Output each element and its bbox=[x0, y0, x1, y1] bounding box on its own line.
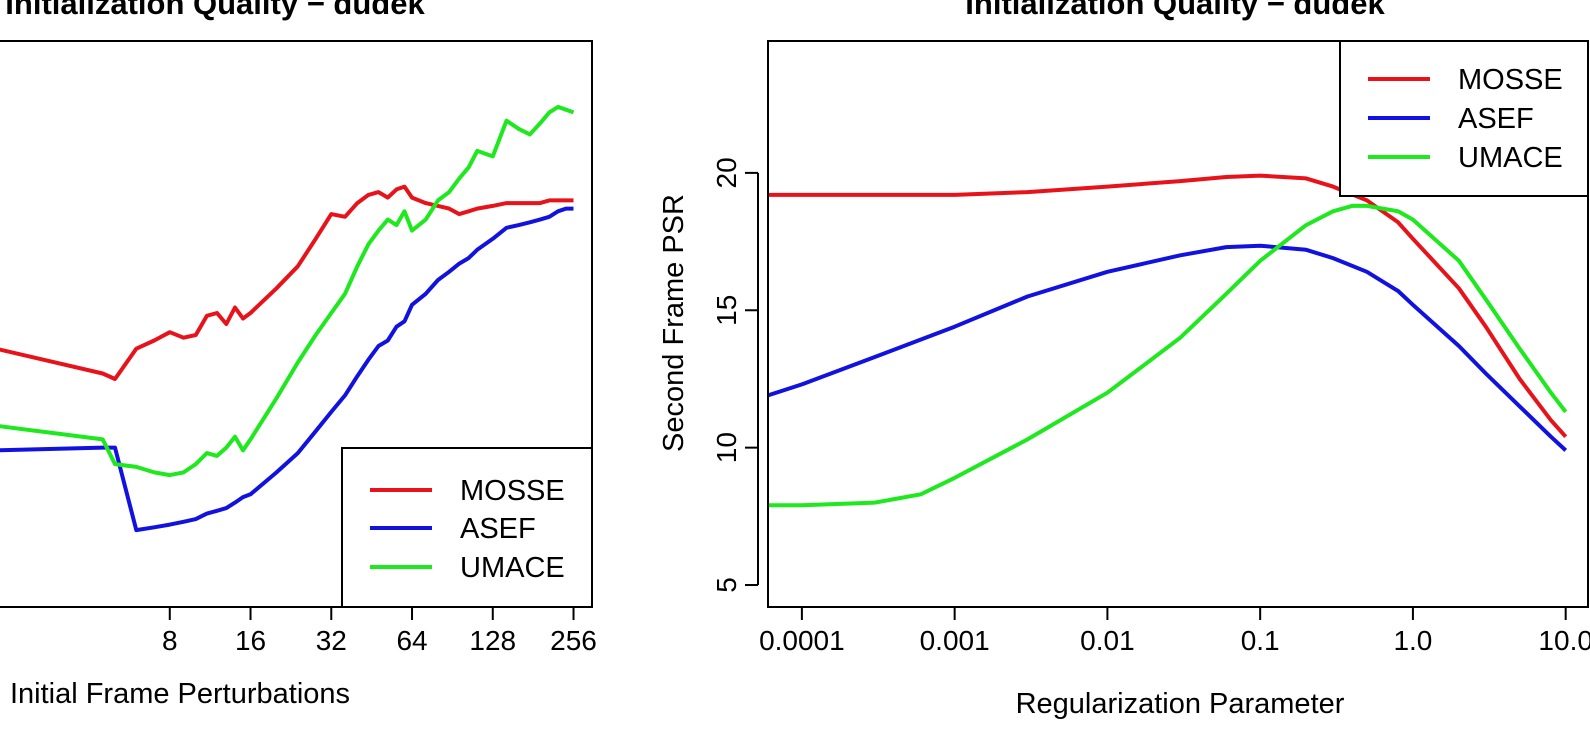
right-legend: MOSSE ASEF UMACE bbox=[1339, 40, 1589, 197]
x-tick-label: 0.1 bbox=[1241, 625, 1280, 656]
y-tick-label: 20 bbox=[711, 157, 742, 188]
legend-label-asef: ASEF bbox=[460, 513, 536, 545]
x-tick-label: 32 bbox=[316, 625, 347, 656]
y-tick-label: 15 bbox=[711, 295, 742, 326]
legend-label-mosse: MOSSE bbox=[1458, 64, 1563, 96]
left-panel: Initialization Quality − dudek Initial F… bbox=[0, 0, 597, 710]
x-tick-label: 0.01 bbox=[1080, 625, 1135, 656]
x-tick-label: 128 bbox=[469, 625, 516, 656]
series-line-asef bbox=[0, 206, 574, 533]
legend-label-asef: ASEF bbox=[1458, 103, 1534, 135]
series-line-mosse bbox=[0, 184, 574, 381]
right-y-axis-label: Second Frame PSR bbox=[658, 194, 690, 452]
x-tick-label: 10.0 bbox=[1538, 625, 1590, 656]
legend-label-mosse: MOSSE bbox=[460, 475, 565, 507]
right-chart-title: Initialization Quality − dudek bbox=[965, 0, 1385, 21]
series-line-umace bbox=[0, 104, 575, 478]
x-tick-label: 1.0 bbox=[1393, 625, 1432, 656]
x-tick-label: 8 bbox=[162, 625, 178, 656]
left-plot-frame bbox=[0, 40, 593, 608]
x-tick-label: 0.001 bbox=[920, 625, 990, 656]
y-tick-label: 5 bbox=[711, 577, 742, 593]
series-line-mosse bbox=[768, 173, 1568, 439]
x-tick-label: 64 bbox=[396, 625, 427, 656]
y-tick-label: 10 bbox=[711, 432, 742, 463]
right-x-axis-label: Regularization Parameter bbox=[1016, 688, 1345, 720]
x-tick-label: 256 bbox=[550, 625, 597, 656]
left-plot-lines bbox=[0, 104, 575, 533]
right-ticks: 0.0001 0.001 0.01 0.1 1.0 10.0 5 10 15 20 bbox=[711, 157, 1590, 656]
left-x-axis-label: Initial Frame Perturbations bbox=[10, 678, 350, 710]
x-tick-label: 0.0001 bbox=[759, 625, 845, 656]
right-panel: Initialization Quality − dudek Regulariz… bbox=[658, 0, 1590, 720]
right-plot-frame bbox=[767, 40, 1589, 608]
legend-label-umace: UMACE bbox=[460, 552, 565, 584]
x-tick-label: 16 bbox=[235, 625, 266, 656]
left-legend: MOSSE ASEF UMACE bbox=[341, 447, 593, 608]
legend-label-umace: UMACE bbox=[1458, 142, 1563, 174]
series-line-asef bbox=[767, 243, 1568, 452]
right-plot-lines bbox=[767, 173, 1568, 508]
series-line-umace bbox=[768, 203, 1568, 508]
left-x-ticks: 8 16 32 64 128 256 bbox=[162, 606, 597, 656]
left-chart-title: Initialization Quality − dudek bbox=[5, 0, 425, 21]
